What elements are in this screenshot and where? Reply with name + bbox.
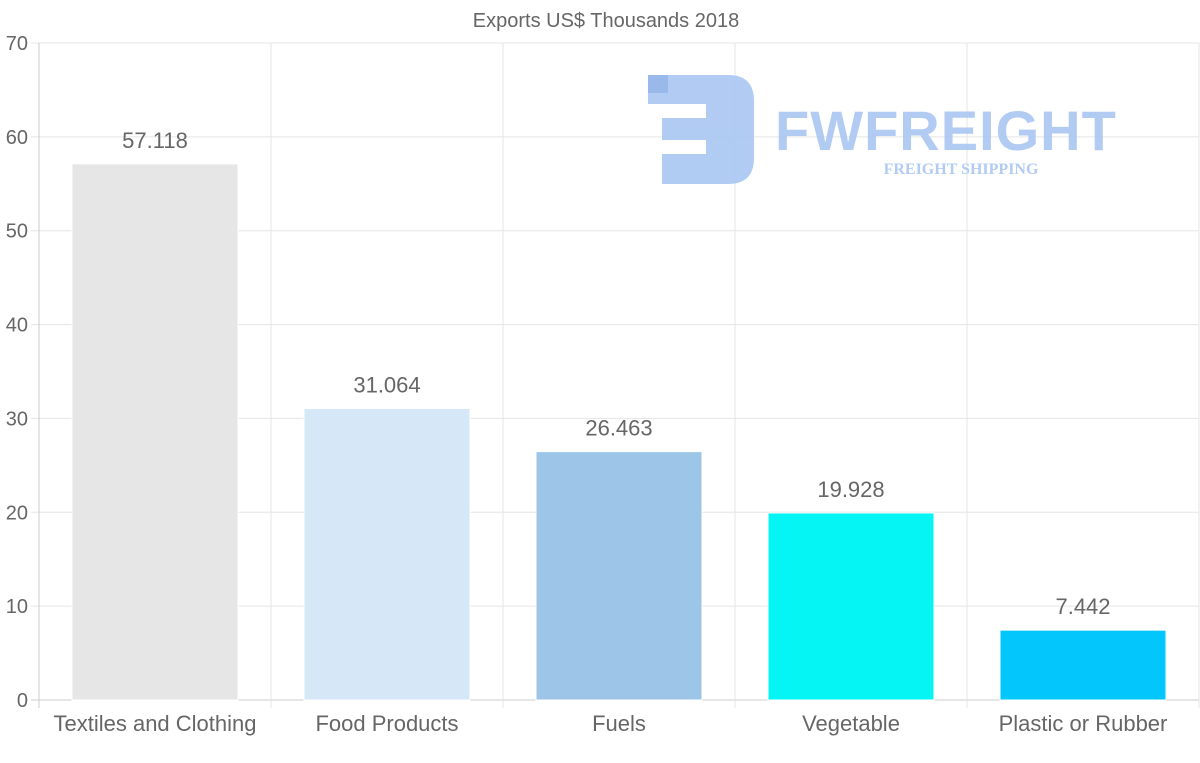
bar-vegetable bbox=[767, 512, 935, 701]
x-tick-label: Food Products bbox=[315, 711, 458, 736]
x-tick-label: Vegetable bbox=[802, 711, 900, 736]
data-label: 26.463 bbox=[585, 416, 652, 441]
bar-textiles-and-clothing bbox=[71, 163, 239, 701]
y-tick-label: 40 bbox=[6, 315, 28, 337]
y-tick-label: 70 bbox=[6, 33, 28, 55]
data-labels: 57.118 31.064 26.463 19.928 7.442 bbox=[122, 128, 1110, 619]
bars bbox=[71, 163, 1167, 701]
y-axis: 0 10 20 30 40 50 60 70 bbox=[6, 33, 28, 712]
x-tick-label: Plastic or Rubber bbox=[999, 711, 1168, 736]
x-tick-label: Textiles and Clothing bbox=[53, 711, 256, 736]
bar-plastic-or-rubber bbox=[999, 629, 1167, 701]
data-label: 19.928 bbox=[817, 477, 884, 502]
chart-title: Exports US$ Thousands 2018 bbox=[473, 10, 739, 32]
bar-fuels bbox=[535, 451, 703, 701]
data-label: 31.064 bbox=[353, 372, 420, 397]
data-label: 7.442 bbox=[1055, 594, 1110, 619]
y-tick-label: 20 bbox=[6, 502, 28, 524]
x-axis: Textiles and Clothing Food Products Fuels V… bbox=[53, 711, 1167, 736]
watermark-logo: FWFREIGHT FREIGHT SHIPPING bbox=[648, 75, 1117, 184]
watermark-brand: FWFREIGHT bbox=[775, 99, 1117, 162]
fw-logo-icon bbox=[648, 75, 754, 184]
y-tick-label: 10 bbox=[6, 596, 28, 618]
bar-food-products bbox=[303, 407, 471, 701]
x-tick-label: Fuels bbox=[592, 711, 646, 736]
y-tick-label: 0 bbox=[17, 690, 28, 712]
y-tick-label: 50 bbox=[6, 221, 28, 243]
data-label: 57.118 bbox=[122, 128, 188, 153]
y-tick-label: 60 bbox=[6, 127, 28, 149]
watermark-tagline: FREIGHT SHIPPING bbox=[884, 161, 1039, 178]
y-tick-label: 30 bbox=[6, 408, 28, 430]
